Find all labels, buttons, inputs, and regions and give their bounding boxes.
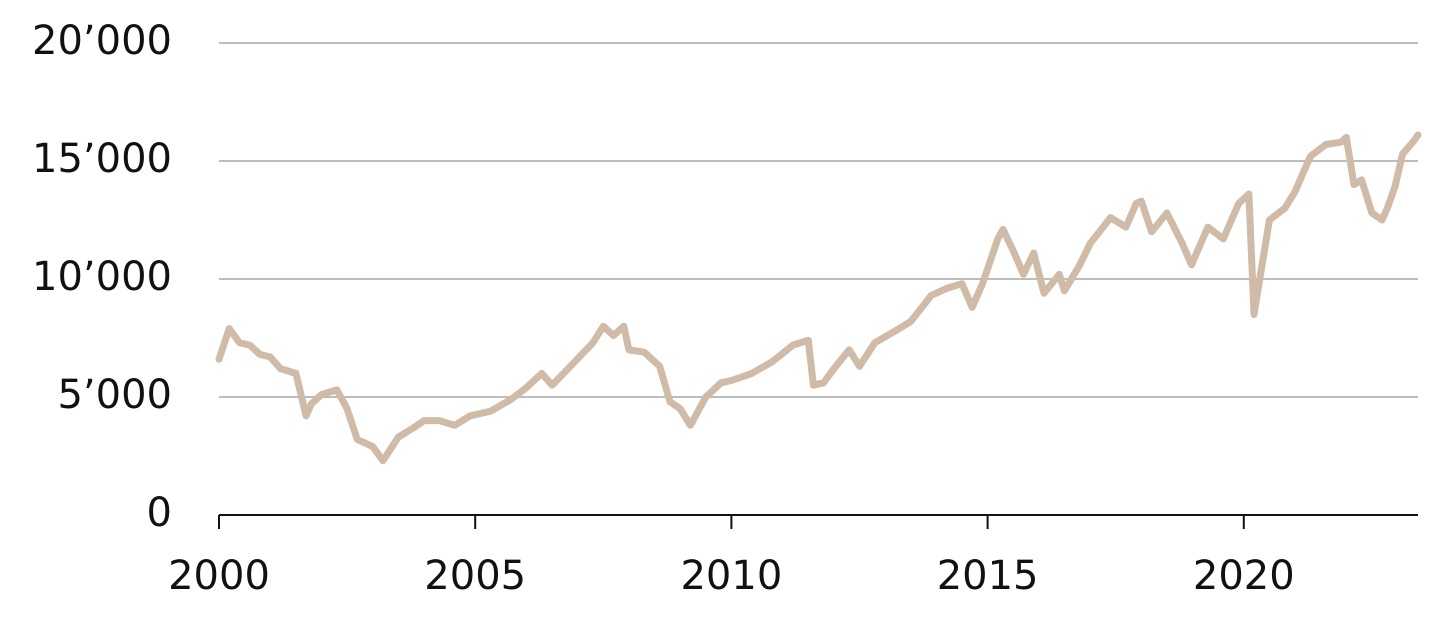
x-tick-label: 2010: [680, 553, 782, 599]
x-tick-label: 2020: [1193, 553, 1295, 599]
y-tick-label: 10’000: [32, 254, 172, 300]
x-tick-label: 2005: [424, 553, 526, 599]
y-tick-label: 20’000: [32, 18, 172, 64]
y-tick-label: 0: [147, 490, 172, 536]
y-tick-label: 5’000: [57, 372, 172, 418]
x-tick-label: 2015: [937, 553, 1039, 599]
x-tick-label: 2000: [168, 553, 270, 599]
y-tick-label: 15’000: [32, 136, 172, 182]
data-line: [215, 131, 1422, 465]
